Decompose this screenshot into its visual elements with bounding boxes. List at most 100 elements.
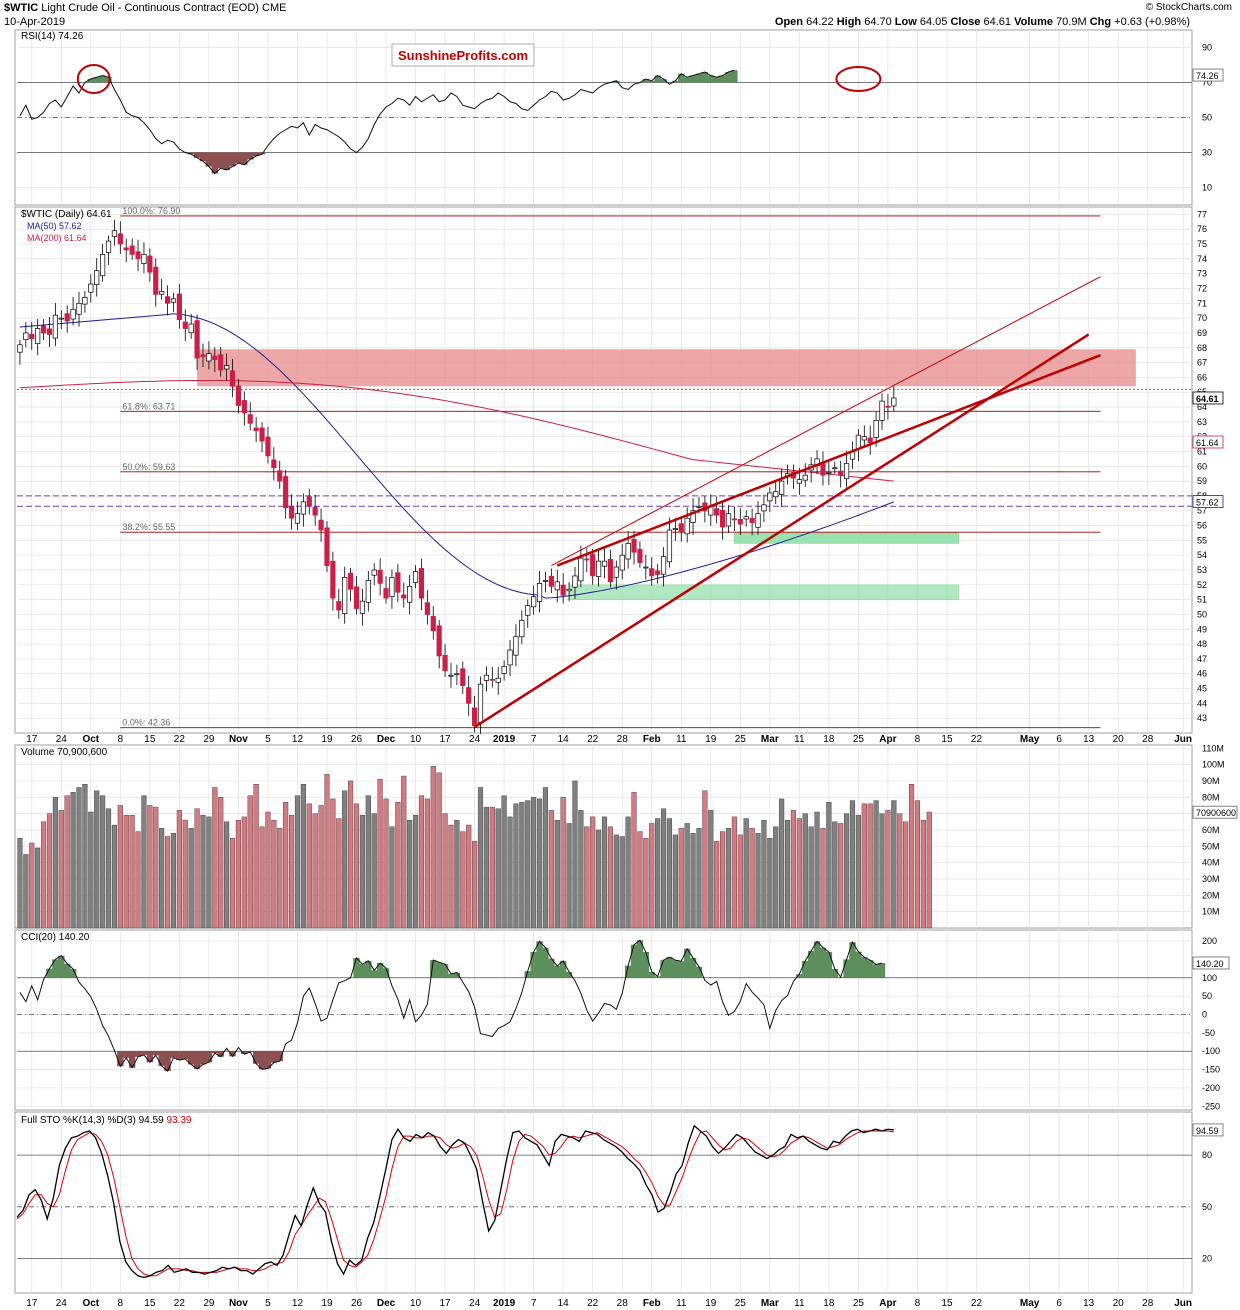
x-tick-label-top: 13 bbox=[1083, 734, 1095, 745]
candle-body bbox=[649, 568, 655, 577]
copyright: © StockCharts.com bbox=[1145, 2, 1232, 13]
x-tick-label-bottom: 20 bbox=[1113, 1298, 1125, 1309]
candle-body bbox=[625, 542, 631, 560]
volume-bar bbox=[147, 805, 153, 929]
volume-bar bbox=[572, 780, 578, 929]
low-label: Low bbox=[894, 16, 917, 28]
sto-k-line bbox=[16, 1124, 894, 1279]
candle-body bbox=[300, 501, 306, 515]
x-tick-label-top: 22 bbox=[587, 734, 599, 745]
volume-bar bbox=[631, 792, 637, 929]
candle-body bbox=[265, 436, 271, 457]
volume-bar bbox=[613, 834, 619, 929]
volume-bar bbox=[342, 790, 348, 929]
x-tick-label-bottom: 5 bbox=[265, 1298, 271, 1309]
volume-bar bbox=[731, 816, 737, 929]
volume-bar bbox=[619, 836, 625, 929]
price-tick-label: 43 bbox=[1197, 713, 1207, 723]
volume-bar bbox=[306, 803, 312, 929]
ma50-legend: MA(50) 57.62 bbox=[27, 221, 82, 231]
candle-body bbox=[690, 510, 696, 523]
x-tick-label-bottom: 10 bbox=[410, 1298, 422, 1309]
candle-body bbox=[489, 678, 495, 681]
x-tick-label-top: Jun bbox=[1174, 734, 1192, 745]
price-tick-label: 67 bbox=[1197, 358, 1207, 368]
volume-bar bbox=[105, 808, 112, 929]
candle-body bbox=[637, 549, 643, 563]
x-tick-label-bottom: Jun bbox=[1174, 1298, 1192, 1309]
volume-bar bbox=[454, 819, 460, 929]
candle-body bbox=[229, 370, 236, 387]
ma50-last-label-box bbox=[1192, 495, 1224, 508]
price-tick-label: 75 bbox=[1197, 239, 1207, 249]
fib-level-label: 38.2%: 55.55 bbox=[122, 522, 175, 532]
x-tick-label-bottom: 24 bbox=[469, 1298, 481, 1309]
volume-bar bbox=[755, 833, 761, 929]
x-tick-label-top: 24 bbox=[56, 734, 68, 745]
volume-bar bbox=[743, 818, 749, 929]
vertical-grid bbox=[31, 30, 1184, 1293]
volume-bar bbox=[495, 808, 501, 929]
volume-tick-label: 30M bbox=[1202, 874, 1220, 884]
volume-bar bbox=[861, 803, 867, 929]
volume-bar bbox=[424, 798, 430, 929]
volume-label: Volume bbox=[1014, 16, 1053, 28]
x-tick-label-bottom: 19 bbox=[705, 1298, 717, 1309]
cci-panel-frame bbox=[14, 929, 1193, 1111]
candle-body bbox=[460, 668, 466, 686]
volume-bar bbox=[29, 842, 35, 929]
volume-bar bbox=[773, 826, 779, 929]
volume-bar bbox=[353, 803, 360, 929]
volume-bar bbox=[531, 797, 537, 929]
volume-tick-label: 10M bbox=[1202, 907, 1220, 917]
price-tick-label: 61 bbox=[1197, 446, 1207, 456]
volume-bar bbox=[702, 790, 708, 929]
x-tick-label-top: 17 bbox=[440, 734, 452, 745]
volume-bar bbox=[542, 787, 549, 929]
volume-bar bbox=[472, 841, 478, 929]
x-tick-label-bottom: May bbox=[1020, 1298, 1040, 1309]
volume-bar bbox=[94, 790, 100, 929]
x-tick-label-bottom: 11 bbox=[676, 1298, 687, 1309]
candle-body bbox=[23, 332, 29, 341]
x-tick-label-top: 17 bbox=[26, 734, 38, 745]
rsi-last-box bbox=[1192, 68, 1224, 82]
price-tick-label: 76 bbox=[1197, 224, 1207, 234]
volume-bar bbox=[35, 847, 41, 929]
price-tick-label: 64 bbox=[1197, 402, 1207, 412]
volume-tick-label: 110M bbox=[1202, 743, 1224, 753]
volume-bar bbox=[165, 836, 171, 929]
candle-body bbox=[418, 568, 425, 599]
candle-body bbox=[182, 321, 188, 329]
x-tick-label-bottom: 2019 bbox=[493, 1298, 516, 1309]
volume-bar bbox=[123, 815, 129, 929]
candle-body bbox=[832, 467, 838, 470]
close-value: 64.61 bbox=[983, 16, 1012, 28]
cci-tick-label: 50 bbox=[1202, 991, 1212, 1001]
candle-body bbox=[655, 570, 661, 575]
candle-body bbox=[596, 560, 602, 577]
lower-trend-line bbox=[473, 333, 1090, 729]
volume-bar bbox=[64, 795, 70, 929]
volume-bar bbox=[649, 823, 655, 929]
volume-bar bbox=[566, 823, 572, 929]
symbol: $WTIC bbox=[4, 2, 39, 14]
price-panel-frame bbox=[14, 206, 1193, 734]
candle-body bbox=[412, 571, 419, 583]
volume-bar bbox=[111, 824, 117, 929]
volume-bar bbox=[212, 787, 218, 929]
candle-body bbox=[826, 471, 832, 474]
candle-body bbox=[643, 566, 649, 569]
volume-bar bbox=[536, 798, 543, 929]
candle-body bbox=[371, 569, 377, 576]
price-tick-label: 54 bbox=[1197, 550, 1207, 560]
volume-bar bbox=[365, 795, 371, 929]
volume-bar bbox=[283, 801, 289, 929]
x-tick-label-top: 10 bbox=[410, 734, 422, 745]
candle-body bbox=[855, 434, 861, 450]
x-tick-label-bottom: Nov bbox=[229, 1298, 248, 1309]
x-tick-label-top: 8 bbox=[118, 734, 124, 745]
candle-body bbox=[560, 584, 566, 596]
ma200-line bbox=[19, 379, 894, 482]
candle-body bbox=[578, 557, 584, 582]
